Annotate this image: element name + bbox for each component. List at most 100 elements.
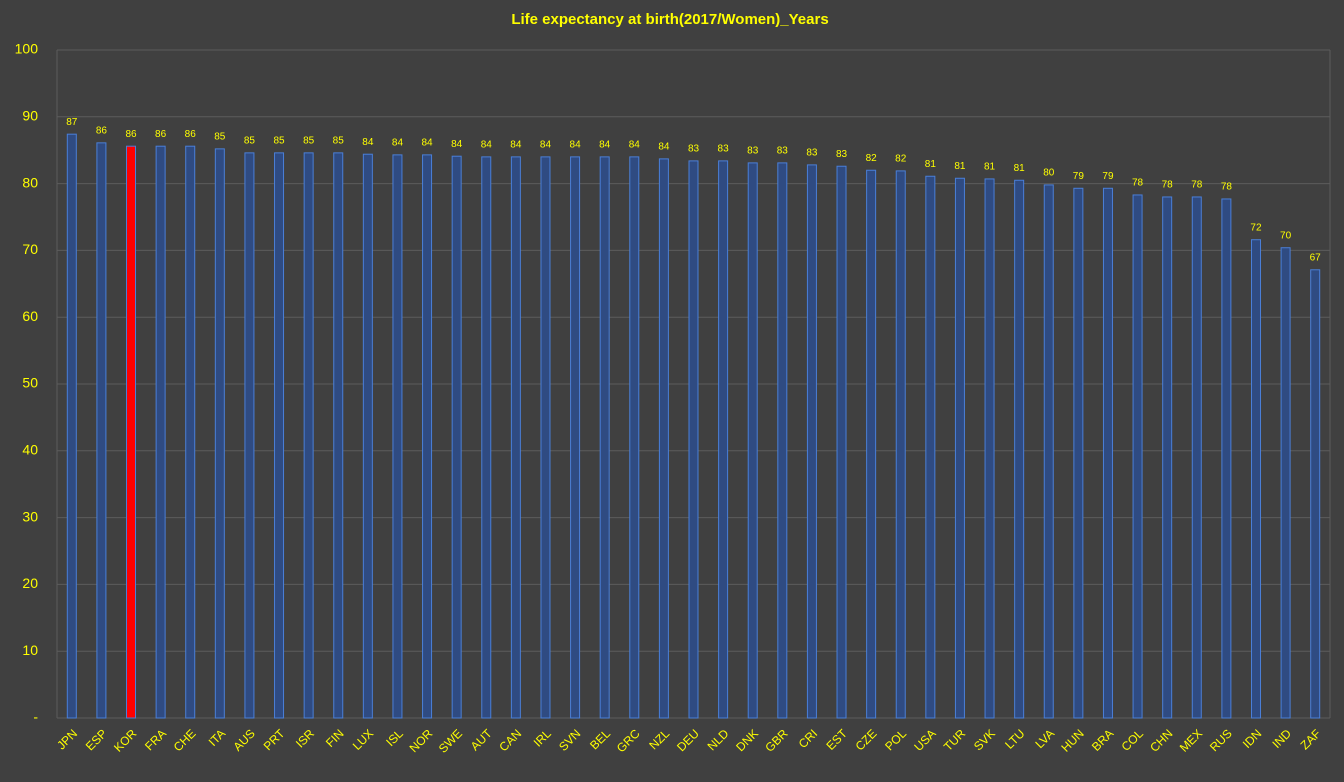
value-label: 67 [1310,252,1322,263]
bar [214,148,225,719]
value-label: 85 [303,136,315,147]
bar [836,165,847,719]
x-tick-label: CZE [853,726,880,753]
bar [155,145,166,719]
x-tick-label: TUR [941,726,969,754]
value-label: 84 [451,139,463,150]
value-label: 85 [244,136,256,147]
x-tick-label: IDN [1240,726,1265,751]
bar [806,164,817,719]
value-label: 78 [1191,180,1203,191]
x-tick-label: GRC [614,726,643,755]
x-tick-label: ISL [383,726,406,749]
bar [718,160,729,719]
x-tick-label: LUX [350,726,376,752]
x-tick-label: DNK [733,726,761,754]
value-label: 79 [1073,171,1085,182]
bar [451,155,462,719]
bar [185,145,196,719]
value-label: 87 [66,117,78,128]
bar [1221,198,1232,719]
bar [362,153,373,719]
bar [658,158,669,719]
y-tick-label: - [33,709,38,725]
x-tick-label: CHN [1147,726,1175,754]
bar [303,152,314,719]
value-label: 85 [214,132,226,143]
bar [481,156,492,719]
bar [895,170,906,719]
bar [1162,196,1173,719]
value-label: 86 [125,129,137,140]
value-label: 83 [777,146,789,157]
bar [984,178,995,719]
x-tick-label: POL [882,726,909,753]
bar [274,152,285,719]
bar [1132,194,1143,719]
x-tick-label: AUS [230,726,257,753]
value-label: 82 [866,153,878,164]
value-label: 85 [333,136,345,147]
bar [1191,196,1202,719]
bar [777,162,788,719]
value-label: 86 [96,125,108,136]
x-tick-label: NLD [705,726,732,753]
value-label: 79 [1102,171,1114,182]
x-tick-label: KOR [111,726,140,755]
y-tick-label: 10 [22,642,38,658]
x-tick-label: NZL [646,726,672,752]
bar [688,160,699,719]
bar [925,175,936,719]
value-label: 72 [1250,222,1262,233]
value-label: 83 [836,149,848,160]
x-tick-label: PRT [261,726,288,753]
x-tick-label: FRA [142,726,169,753]
value-label: 81 [954,161,966,172]
bar [1250,239,1261,719]
y-tick-label: 20 [22,575,38,591]
bar [1073,187,1084,719]
bar [96,142,107,719]
y-tick-label: 80 [22,174,38,190]
y-tick-label: 60 [22,308,38,324]
value-label: 84 [421,138,433,149]
value-label: 78 [1162,180,1174,191]
value-label: 84 [481,140,493,151]
bar [510,156,521,719]
x-tick-label: JPN [54,726,80,752]
x-tick-label: IRL [531,726,554,749]
y-tick-label: 70 [22,241,38,257]
bar [629,156,640,719]
x-tick-label: NOR [407,726,436,755]
value-label: 84 [510,140,522,151]
bar [1014,179,1025,719]
x-tick-label: CRI [796,726,821,751]
bar [747,162,758,719]
x-tick-label: HUN [1058,726,1086,754]
value-label: 84 [658,142,670,153]
x-tick-label: RUS [1207,726,1235,754]
value-label: 83 [806,148,818,159]
value-label: 78 [1221,182,1233,193]
value-label: 83 [747,146,759,157]
x-tick-label: COL [1119,726,1147,754]
x-tick-label: LTU [1002,726,1027,751]
x-tick-label: LVA [1032,726,1057,751]
value-label: 83 [688,144,700,155]
x-tick-label: BRA [1089,726,1116,753]
value-label: 70 [1280,230,1292,241]
y-tick-label: 50 [22,375,38,391]
value-label: 80 [1043,168,1055,179]
x-tick-label: DEU [674,726,702,754]
value-label: 81 [984,162,996,173]
y-tick-label: 90 [22,108,38,124]
bar [540,156,551,719]
y-tick-label: 30 [22,508,38,524]
x-tick-label: SVN [556,726,583,753]
x-tick-label: EST [823,726,850,753]
x-tick-label: FIN [323,726,347,750]
x-tick-label: SVK [971,726,998,753]
chart-title: Life expectancy at birth(2017/Women)_Yea… [511,11,828,28]
x-tick-label: MEX [1177,726,1205,754]
value-label: 84 [570,140,582,151]
